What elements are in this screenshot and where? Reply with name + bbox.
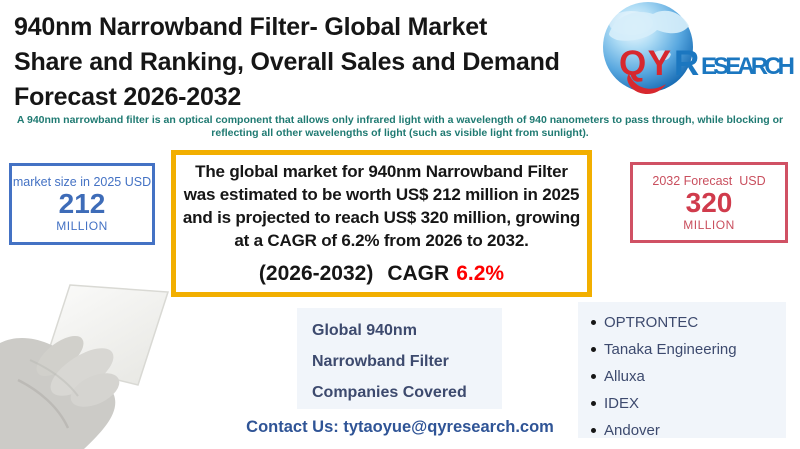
company-name: IDEX bbox=[604, 395, 640, 412]
summary-card: The global market for 940nm Narrowband F… bbox=[171, 150, 592, 297]
company-name: Tanaka Engineering bbox=[604, 341, 737, 358]
summary-text: The global market for 940nm Narrowband F… bbox=[182, 162, 581, 250]
bullet-icon bbox=[591, 347, 596, 352]
companies-heading-line-2: Narrowband Filter bbox=[312, 353, 449, 370]
companies-covered-heading: Global 940nm Narrowband Filter Companies… bbox=[297, 308, 502, 409]
title-line-1: 940nm Narrowband Filter- Global Market bbox=[14, 13, 488, 41]
company-list-item: IDEX bbox=[591, 390, 786, 417]
title-line-2: Share and Ranking, Overall Sales and Dem… bbox=[14, 48, 560, 76]
market-size-2025-card: market size in 2025 USD 212 MILLION bbox=[9, 163, 155, 245]
forecast-unit: MILLION bbox=[683, 218, 735, 232]
cagr-value: 6.2% bbox=[456, 262, 505, 285]
contact-email[interactable]: Contact Us: tytaoyue@qyresearch.com bbox=[246, 418, 554, 436]
bullet-icon bbox=[591, 401, 596, 406]
page-title: 940nm Narrowband Filter- Global Market S… bbox=[14, 10, 560, 115]
qyresearch-logo: QY R ESEARCH bbox=[595, 0, 800, 100]
company-list-item: Tanaka Engineering bbox=[591, 336, 786, 363]
company-name: OPTRONTEC bbox=[604, 314, 699, 331]
company-list-item: Alluxa bbox=[591, 363, 786, 390]
bullet-icon bbox=[591, 374, 596, 379]
title-line-3: Forecast 2026-2032 bbox=[14, 83, 242, 111]
logo-text-r: R bbox=[674, 44, 699, 83]
filter-photo-illustration bbox=[0, 284, 170, 449]
cagr-period: (2026-2032) bbox=[258, 262, 374, 285]
market-size-label: market size in 2025 USD bbox=[12, 175, 152, 189]
subtitle: A 940nm narrowband filter is an optical … bbox=[16, 114, 784, 139]
forecast-2032-card: 2032 Forecast USD 320 MILLION bbox=[630, 162, 788, 243]
filter-product-photo bbox=[0, 240, 290, 449]
company-name: Andover bbox=[604, 422, 660, 439]
forecast-value: 320 bbox=[685, 187, 733, 218]
market-size-value: 212 bbox=[58, 188, 106, 219]
bullet-icon bbox=[591, 428, 596, 433]
bullet-icon bbox=[591, 320, 596, 325]
company-name: Alluxa bbox=[604, 368, 645, 385]
contact-line: Contact Us: tytaoyue@qyresearch.com bbox=[0, 418, 800, 437]
cagr-line: (2026-2032) CAGR 6.2% bbox=[176, 262, 587, 286]
globe-icon: QY R ESEARCH bbox=[603, 2, 795, 95]
market-size-unit: MILLION bbox=[56, 219, 108, 233]
companies-heading-line-1: Global 940nm bbox=[312, 322, 417, 339]
forecast-label: 2032 Forecast USD bbox=[652, 174, 766, 188]
logo-text-qy: QY bbox=[619, 44, 671, 83]
cagr-label: CAGR bbox=[387, 262, 450, 285]
companies-list: OPTRONTEC Tanaka Engineering Alluxa IDEX… bbox=[578, 302, 786, 439]
company-list-item: OPTRONTEC bbox=[591, 309, 786, 336]
logo-text-esearch: ESEARCH bbox=[701, 53, 795, 80]
company-list-item: Andover bbox=[591, 417, 786, 444]
companies-heading-line-3: Companies Covered bbox=[312, 384, 467, 401]
